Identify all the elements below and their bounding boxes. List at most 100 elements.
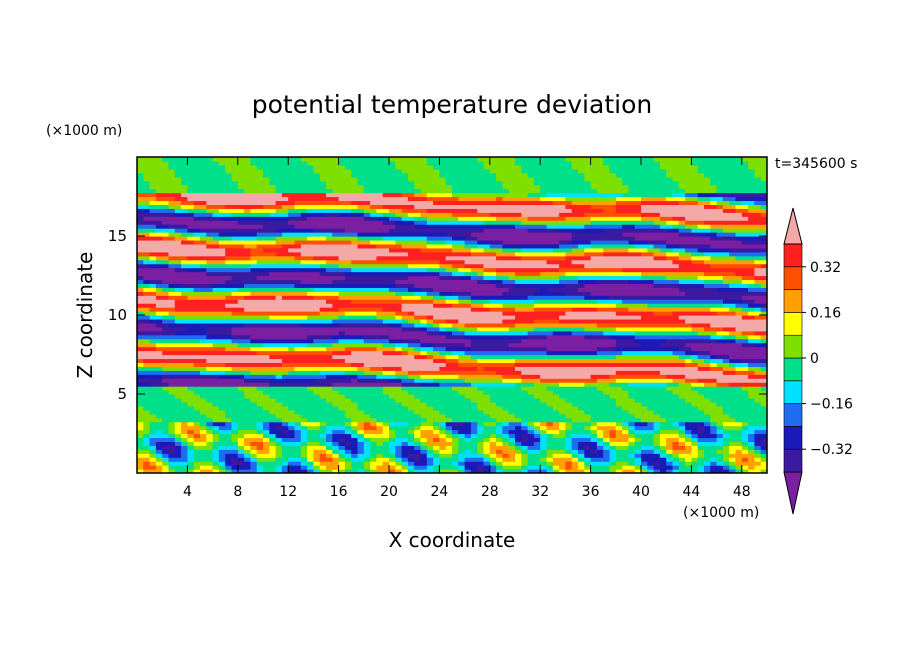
contour-cell — [382, 453, 396, 458]
contour-cell — [426, 457, 434, 462]
contour-cell — [470, 303, 485, 308]
contour-cell — [281, 449, 302, 454]
contour-cell — [685, 425, 699, 431]
contour-cell — [760, 366, 767, 371]
contour-cell — [155, 449, 163, 454]
contour-cell — [704, 326, 724, 332]
contour-cell — [344, 370, 365, 375]
contour-cell — [300, 449, 308, 454]
contour-cell — [401, 315, 415, 320]
contour-cell — [332, 334, 365, 340]
contour-cell — [187, 457, 195, 462]
contour-cell — [433, 318, 447, 324]
contour-cell — [590, 457, 611, 462]
contour-cell — [433, 287, 510, 292]
contour-cell — [363, 370, 384, 375]
contour-cell — [634, 425, 655, 431]
contour-cell — [483, 445, 491, 450]
contour-cell — [143, 437, 151, 442]
contour-cell — [351, 457, 365, 462]
contour-cell — [571, 441, 579, 446]
contour-cell — [407, 212, 422, 217]
contour-cell — [452, 445, 459, 450]
contour-cell — [168, 283, 182, 288]
contour-cell — [659, 449, 667, 454]
contour-cell — [155, 295, 170, 300]
contour-cell — [363, 461, 371, 466]
contour-cell — [565, 429, 592, 435]
contour-cell — [389, 287, 409, 292]
contour-cell — [174, 433, 182, 439]
contour-cell — [628, 445, 642, 450]
contour-cell — [704, 220, 767, 225]
contour-cell — [187, 295, 226, 300]
contour-cell — [433, 378, 466, 383]
contour-cell — [389, 421, 409, 427]
contour-cell — [206, 421, 214, 427]
contour-cell — [565, 445, 573, 450]
contour-cell — [678, 354, 692, 360]
contour-cell — [590, 417, 642, 423]
contour-cell — [735, 370, 755, 375]
contour-cell — [748, 216, 767, 221]
contour-cell — [231, 172, 264, 178]
contour-cell — [218, 465, 226, 470]
contour-cell — [426, 453, 434, 458]
contour-cell — [414, 469, 434, 473]
contour-cell — [206, 425, 214, 431]
contour-cell — [641, 208, 724, 213]
contour-cell — [218, 453, 226, 458]
contour-cell — [149, 441, 157, 446]
contour-cell — [407, 172, 440, 178]
contour-cell — [376, 374, 396, 379]
contour-cell — [389, 441, 403, 446]
contour-cell — [433, 449, 440, 454]
contour-cell — [407, 196, 428, 202]
contour-cell — [641, 417, 667, 423]
contour-cell — [496, 465, 503, 470]
contour-cell — [174, 449, 182, 454]
contour-cell — [508, 437, 516, 442]
contour-cell — [426, 208, 478, 213]
contour-cell — [344, 413, 371, 419]
contour-cell — [263, 425, 270, 431]
contour-cell — [263, 441, 270, 446]
contour-cell — [685, 461, 692, 466]
contour-cell — [137, 315, 151, 320]
contour-cell — [181, 429, 188, 435]
contour-cell — [250, 461, 258, 466]
contour-cell — [420, 346, 434, 352]
contour-cell — [483, 247, 503, 253]
contour-cell — [691, 358, 705, 363]
contour-cell — [666, 453, 674, 458]
contour-cell — [263, 437, 270, 442]
contour-cell — [433, 457, 440, 462]
contour-cell — [609, 334, 636, 340]
contour-cell — [527, 433, 535, 439]
contour-cell — [666, 449, 674, 454]
contour-cell — [420, 441, 428, 446]
contour-cell — [716, 449, 730, 454]
contour-cell — [162, 461, 170, 466]
contour-cell — [206, 243, 220, 249]
contour-cell — [615, 354, 680, 360]
contour-cell — [741, 386, 762, 391]
contour-cell — [137, 445, 151, 450]
contour-cell — [193, 445, 214, 450]
contour-cell — [382, 461, 390, 466]
contour-cell — [149, 437, 176, 442]
contour-cell — [193, 287, 214, 292]
contour-cell — [596, 346, 617, 352]
contour-cell — [678, 315, 743, 320]
contour-cell — [622, 224, 636, 229]
contour-cell — [464, 457, 485, 462]
contour-cell — [540, 271, 566, 277]
contour-cell — [735, 204, 749, 209]
contour-cell — [363, 334, 390, 340]
contour-cell — [533, 382, 560, 387]
contour-cell — [678, 465, 699, 470]
contour-cell — [389, 228, 485, 233]
contour-cell — [269, 271, 321, 277]
contour-cell — [137, 188, 157, 194]
contour-cell — [344, 469, 359, 473]
